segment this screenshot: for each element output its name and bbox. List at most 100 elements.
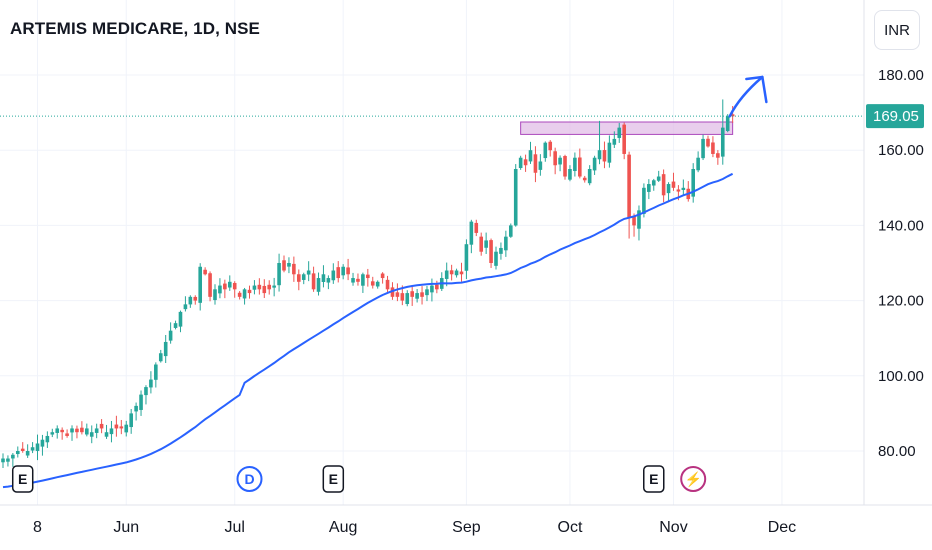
candle bbox=[617, 122, 622, 143]
candle bbox=[104, 424, 109, 439]
y-tick-label: 120.00 bbox=[878, 293, 924, 310]
grid-lines bbox=[0, 0, 864, 505]
candle bbox=[40, 434, 45, 456]
candle bbox=[435, 280, 439, 294]
candle bbox=[94, 423, 99, 439]
candle bbox=[602, 141, 607, 169]
candle bbox=[351, 272, 355, 286]
candle bbox=[154, 362, 158, 388]
event-label: ⚡ bbox=[684, 471, 701, 488]
y-tick-label: 80.00 bbox=[878, 443, 916, 460]
dividend-event-marker[interactable]: D bbox=[236, 466, 263, 492]
candle bbox=[50, 428, 55, 438]
candle bbox=[587, 165, 592, 186]
candle bbox=[716, 150, 720, 165]
x-tick-label: Dec bbox=[768, 519, 796, 536]
candle bbox=[277, 253, 281, 292]
candle bbox=[232, 281, 237, 298]
candle bbox=[701, 134, 705, 161]
candle bbox=[370, 276, 375, 289]
event-label: E bbox=[18, 471, 27, 487]
candle bbox=[252, 280, 257, 295]
x-tick-label: Oct bbox=[558, 519, 583, 536]
candle bbox=[139, 390, 143, 416]
candle bbox=[449, 264, 454, 281]
candle bbox=[597, 120, 602, 165]
candles bbox=[1, 99, 735, 469]
candle bbox=[637, 205, 641, 241]
candle bbox=[681, 179, 686, 195]
candle bbox=[656, 170, 661, 183]
candle bbox=[89, 425, 94, 444]
annotations: 169.05 bbox=[0, 75, 924, 129]
candle bbox=[336, 261, 341, 283]
x-tick-label: Nov bbox=[659, 519, 687, 536]
candle bbox=[297, 269, 301, 291]
candle bbox=[395, 283, 400, 302]
flash-event-marker[interactable]: ⚡ bbox=[680, 466, 707, 492]
candle bbox=[20, 442, 25, 453]
candle bbox=[504, 230, 508, 257]
candle bbox=[666, 182, 671, 203]
candle bbox=[410, 285, 414, 306]
candle bbox=[262, 279, 267, 299]
candle bbox=[237, 291, 242, 300]
candle bbox=[203, 267, 207, 276]
candle bbox=[149, 371, 153, 394]
earnings-event-marker[interactable]: E bbox=[11, 465, 34, 493]
candle bbox=[60, 427, 64, 440]
candle bbox=[479, 232, 484, 256]
candle bbox=[578, 148, 582, 179]
y-tick-label: 140.00 bbox=[878, 217, 924, 234]
candle bbox=[518, 155, 523, 170]
x-tick-label: Sep bbox=[452, 519, 481, 536]
candle bbox=[242, 287, 247, 305]
candle bbox=[15, 446, 20, 458]
candle bbox=[282, 255, 286, 273]
y-tick-label: 180.00 bbox=[878, 67, 924, 84]
earnings-event-marker[interactable]: E bbox=[322, 465, 345, 493]
candle bbox=[311, 266, 316, 292]
event-label: E bbox=[649, 471, 658, 487]
candle bbox=[691, 163, 695, 203]
candle bbox=[25, 444, 30, 458]
candle bbox=[725, 114, 730, 133]
resistance-zone-box bbox=[520, 121, 734, 135]
candle bbox=[163, 334, 168, 363]
candle bbox=[513, 164, 518, 227]
candle bbox=[563, 154, 567, 180]
candle bbox=[494, 246, 498, 270]
candle bbox=[109, 420, 114, 443]
candle bbox=[223, 279, 227, 299]
earnings-event-marker[interactable]: E bbox=[643, 465, 665, 493]
candle bbox=[30, 442, 35, 454]
candle bbox=[183, 296, 188, 312]
breakout-arrow bbox=[728, 75, 768, 118]
candle bbox=[523, 154, 528, 172]
candle bbox=[129, 409, 133, 434]
candle bbox=[267, 280, 272, 295]
candle bbox=[75, 425, 79, 439]
candle bbox=[444, 262, 449, 287]
x-tick-label: Aug bbox=[329, 519, 357, 536]
candle bbox=[720, 99, 725, 165]
candle bbox=[218, 278, 222, 299]
candle bbox=[686, 181, 691, 202]
candle bbox=[671, 172, 676, 191]
candle bbox=[439, 272, 444, 292]
candle bbox=[612, 131, 617, 148]
candle bbox=[99, 419, 104, 434]
candle bbox=[1, 453, 5, 469]
candle bbox=[213, 284, 217, 305]
candle bbox=[193, 295, 198, 305]
candle bbox=[375, 280, 380, 289]
event-label: E bbox=[329, 471, 338, 487]
candle bbox=[292, 256, 296, 282]
candle bbox=[484, 232, 488, 254]
candle bbox=[272, 277, 276, 297]
candle bbox=[65, 429, 69, 438]
currency-button[interactable]: INR bbox=[874, 10, 920, 50]
candle bbox=[80, 421, 84, 435]
candle bbox=[474, 219, 479, 237]
